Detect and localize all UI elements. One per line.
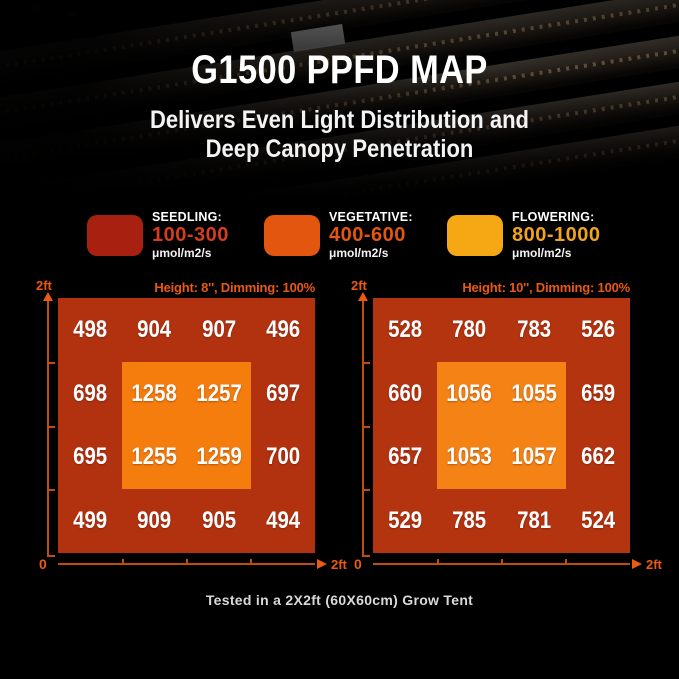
- legend-range: 800-1000: [512, 224, 601, 246]
- legend: SEEDLING: 100-300 μmol/m2/s VEGETATIVE: …: [0, 210, 679, 266]
- y-axis-tick: [47, 426, 55, 428]
- ppfd-value: 1056: [446, 379, 493, 407]
- y-axis-arrow-icon: [43, 292, 53, 301]
- ppfd-value: 529: [388, 507, 423, 535]
- y-axis-line: [362, 301, 364, 557]
- y-axis-tick: [362, 362, 370, 364]
- ppfd-map-8inch: Height: 8'', Dimming: 100% 2ft 498 904 907…: [28, 276, 363, 580]
- ppfd-value: 1053: [446, 443, 493, 471]
- ppfd-value: 700: [265, 443, 300, 471]
- y-axis-tick: [362, 555, 370, 557]
- ppfd-value: 1257: [195, 379, 242, 407]
- ppfd-value: 1057: [510, 443, 557, 471]
- ppfd-value: 1055: [510, 379, 557, 407]
- y-axis-max-label: 2ft: [351, 278, 367, 293]
- hero-section: G1500 PPFD MAP Delivers Even Light Distr…: [0, 0, 679, 198]
- x-axis-arrow-icon: [317, 559, 327, 569]
- ppfd-value: 904: [137, 315, 172, 343]
- ppfd-value: 524: [580, 507, 615, 535]
- page-subtitle: Delivers Even Light Distribution and Dee…: [41, 106, 639, 164]
- x-axis-tick: [565, 559, 567, 565]
- legend-text: VEGETATIVE: 400-600 μmol/m2/s: [329, 210, 413, 260]
- page-title: G1500 PPFD MAP: [191, 48, 488, 92]
- x-axis-tick: [501, 559, 503, 565]
- legend-unit: μmol/m2/s: [152, 246, 212, 260]
- seedling-color-swatch: [87, 215, 143, 256]
- y-axis-arrow-icon: [358, 292, 368, 301]
- ppfd-value-grid: 498 904 907 496 698 1258 1257 697 695 1255 1259 700…: [58, 298, 315, 553]
- ppfd-map-10inch: Height: 10'', Dimming: 100% 2ft 528 780 78…: [343, 276, 678, 580]
- map-header: Height: 10'', Dimming: 100%: [462, 280, 630, 295]
- x-axis-tick: [437, 559, 439, 565]
- ppfd-value: 662: [580, 443, 615, 471]
- y-axis-tick: [47, 555, 55, 557]
- ppfd-value: 494: [265, 507, 300, 535]
- vegetative-color-swatch: [264, 215, 320, 256]
- legend-item-vegetative: VEGETATIVE: 400-600 μmol/m2/s: [264, 210, 413, 260]
- ppfd-value: 905: [201, 507, 236, 535]
- center-intensity-zone: [122, 361, 251, 490]
- ppfd-value: 1255: [131, 443, 178, 471]
- test-condition-caption: Tested in a 2X2ft (60X60cm) Grow Tent: [205, 592, 474, 608]
- origin-label: 0: [354, 556, 362, 572]
- ppfd-value: 660: [388, 379, 423, 407]
- ppfd-value: 528: [388, 315, 423, 343]
- ppfd-value: 907: [201, 315, 236, 343]
- hero-fade-overlay: [0, 0, 679, 198]
- x-axis-tick: [250, 559, 252, 565]
- legend-unit: μmol/m2/s: [329, 246, 389, 260]
- legend-item-flowering: FLOWERING: 800-1000 μmol/m2/s: [447, 210, 601, 260]
- x-axis-max-label: 2ft: [331, 557, 347, 572]
- legend-label: FLOWERING:: [512, 210, 595, 224]
- center-intensity-zone: [437, 361, 566, 490]
- legend-label: VEGETATIVE:: [329, 210, 413, 224]
- ppfd-value: 499: [73, 507, 108, 535]
- ppfd-value: 783: [516, 315, 551, 343]
- ppfd-value: 496: [265, 315, 300, 343]
- ppfd-value: 659: [580, 379, 615, 407]
- legend-text: SEEDLING: 100-300 μmol/m2/s: [152, 210, 229, 260]
- y-axis-max-label: 2ft: [36, 278, 52, 293]
- y-axis-tick: [362, 426, 370, 428]
- ppfd-value: 780: [452, 315, 487, 343]
- x-axis-arrow-icon: [632, 559, 642, 569]
- ppfd-plot-area: 498 904 907 496 698 1258 1257 697 695 1255 1259 700…: [58, 298, 315, 553]
- y-axis-tick: [362, 489, 370, 491]
- ppfd-value: 498: [73, 315, 108, 343]
- ppfd-value: 1258: [131, 379, 178, 407]
- flowering-color-swatch: [447, 215, 503, 256]
- ppfd-value: 697: [265, 379, 300, 407]
- legend-item-seedling: SEEDLING: 100-300 μmol/m2/s: [87, 210, 229, 260]
- legend-range: 100-300: [152, 224, 229, 246]
- x-axis-tick: [186, 559, 188, 565]
- ppfd-plot-area: 528 780 783 526 660 1056 1055 659 657 1053 1057 662…: [373, 298, 630, 553]
- y-axis-line: [47, 301, 49, 557]
- legend-text: FLOWERING: 800-1000 μmol/m2/s: [512, 210, 601, 260]
- ppfd-value: 909: [137, 507, 172, 535]
- x-axis-tick: [122, 559, 124, 565]
- ppfd-value: 785: [452, 507, 487, 535]
- ppfd-value: 695: [73, 443, 108, 471]
- ppfd-value: 657: [388, 443, 423, 471]
- ppfd-value: 526: [580, 315, 615, 343]
- x-axis-max-label: 2ft: [646, 557, 662, 572]
- ppfd-value-grid: 528 780 783 526 660 1056 1055 659 657 1053 1057 662…: [373, 298, 630, 553]
- ppfd-value: 698: [73, 379, 108, 407]
- map-header: Height: 8'', Dimming: 100%: [154, 280, 315, 295]
- ppfd-value: 781: [516, 507, 551, 535]
- y-axis-tick: [47, 489, 55, 491]
- legend-range: 400-600: [329, 224, 406, 246]
- legend-unit: μmol/m2/s: [512, 246, 572, 260]
- subtitle-line-2: Deep Canopy Penetration: [205, 135, 474, 163]
- origin-label: 0: [39, 556, 47, 572]
- y-axis-tick: [47, 362, 55, 364]
- ppfd-value: 1259: [195, 443, 242, 471]
- subtitle-line-1: Delivers Even Light Distribution and: [150, 106, 529, 134]
- legend-label: SEEDLING:: [152, 210, 222, 224]
